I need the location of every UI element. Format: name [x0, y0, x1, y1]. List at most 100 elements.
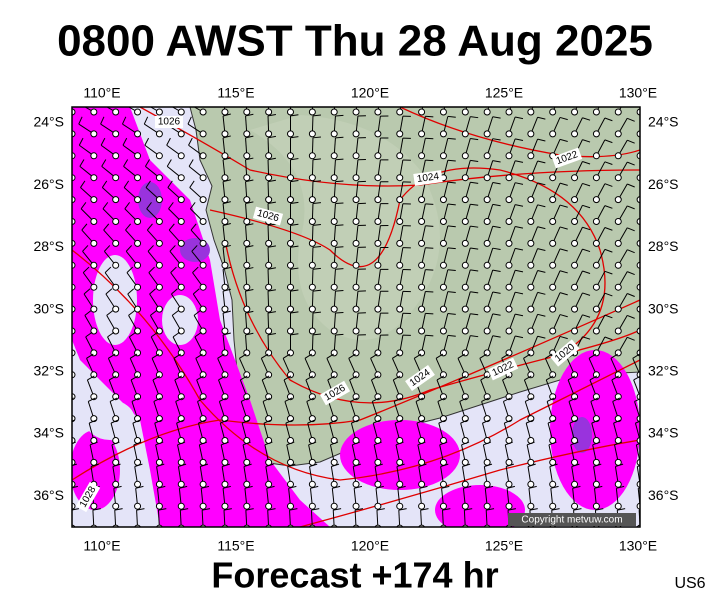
barb-flag	[627, 336, 635, 341]
barb-flag	[148, 266, 155, 273]
station	[461, 524, 469, 527]
station	[90, 305, 98, 313]
station	[396, 261, 404, 269]
barb-flag	[222, 288, 231, 292]
barb-flag	[463, 485, 472, 489]
barb-flag	[537, 270, 546, 273]
barb-flag	[72, 485, 78, 489]
station	[527, 152, 535, 160]
barb-flag	[438, 419, 447, 424]
barb-staff	[72, 111, 73, 112]
station	[330, 130, 338, 138]
barb-flag	[290, 289, 299, 292]
barb-flag	[223, 508, 232, 511]
barb-flag	[129, 331, 137, 338]
barb-flag	[610, 353, 618, 359]
barb-flag	[480, 375, 488, 381]
barb-flag	[87, 375, 95, 381]
station	[374, 480, 382, 488]
barb-flag	[88, 397, 96, 402]
barb-flag	[308, 441, 317, 446]
station	[134, 174, 142, 182]
barb-flag	[245, 245, 254, 248]
station	[418, 239, 426, 247]
barb-flag	[335, 180, 344, 183]
barb-flag	[304, 353, 313, 359]
barb-flag	[447, 291, 456, 293]
station	[483, 327, 491, 335]
station	[374, 130, 382, 138]
station	[396, 283, 404, 291]
barb-flag	[167, 180, 173, 188]
station	[134, 108, 142, 116]
barb-flag	[221, 441, 229, 446]
barb-flag	[106, 310, 114, 316]
barb-flag	[447, 115, 456, 118]
station	[199, 261, 207, 269]
station	[461, 480, 469, 488]
lon-label: 110°E	[83, 538, 120, 554]
barb-flag	[589, 375, 598, 381]
station	[330, 480, 338, 488]
station	[549, 196, 557, 204]
barb-flag	[492, 138, 501, 141]
station	[571, 239, 579, 247]
barb-flag	[515, 182, 524, 185]
station	[549, 174, 557, 182]
barb-flag	[559, 226, 568, 230]
station	[221, 305, 229, 313]
barb-flag	[245, 179, 254, 183]
barb-flag	[245, 332, 254, 336]
station	[527, 196, 535, 204]
station	[134, 371, 142, 379]
barb-flag	[287, 463, 296, 467]
station	[330, 152, 338, 160]
isobar-label-box	[319, 380, 351, 406]
barb-flag	[127, 288, 135, 295]
station	[287, 524, 294, 527]
barb-flag	[312, 224, 321, 226]
barb-flag	[459, 397, 468, 402]
station	[549, 108, 557, 116]
barb-flag	[470, 203, 479, 206]
barb-staff	[72, 155, 73, 156]
lon-label: 110°E	[83, 85, 120, 101]
barb-flag	[613, 419, 622, 424]
lat-label: 32°S	[33, 363, 64, 379]
station	[199, 196, 207, 204]
barb-flag	[199, 441, 208, 446]
station	[527, 130, 535, 138]
barb-flag	[242, 441, 251, 446]
station	[265, 305, 273, 313]
station	[177, 239, 185, 247]
barb-flag	[627, 249, 635, 254]
station	[243, 305, 251, 313]
copyright: Copyright metvuw.com	[521, 515, 622, 526]
barb-flag	[425, 115, 434, 118]
barb-flag	[290, 223, 299, 226]
barb-flag	[245, 135, 254, 139]
station	[571, 480, 579, 488]
barb-flag	[588, 353, 597, 359]
barb-flag	[262, 397, 271, 402]
barb-flag	[290, 201, 299, 204]
barb-flag	[290, 158, 299, 161]
station	[592, 239, 600, 247]
station	[461, 502, 469, 510]
barb-flag	[285, 419, 294, 424]
barb-flag	[151, 353, 160, 359]
barb-flag	[166, 159, 172, 167]
lat-label: 24°S	[648, 114, 679, 130]
barb-flag	[245, 267, 254, 270]
station	[309, 524, 316, 527]
station	[134, 218, 142, 225]
station	[527, 502, 535, 510]
station	[505, 174, 513, 182]
barb-flag	[245, 288, 254, 292]
station	[505, 502, 513, 510]
station	[287, 502, 294, 510]
barb-flag	[134, 463, 143, 467]
barb-flag	[515, 204, 524, 207]
barb-flag	[267, 245, 276, 248]
